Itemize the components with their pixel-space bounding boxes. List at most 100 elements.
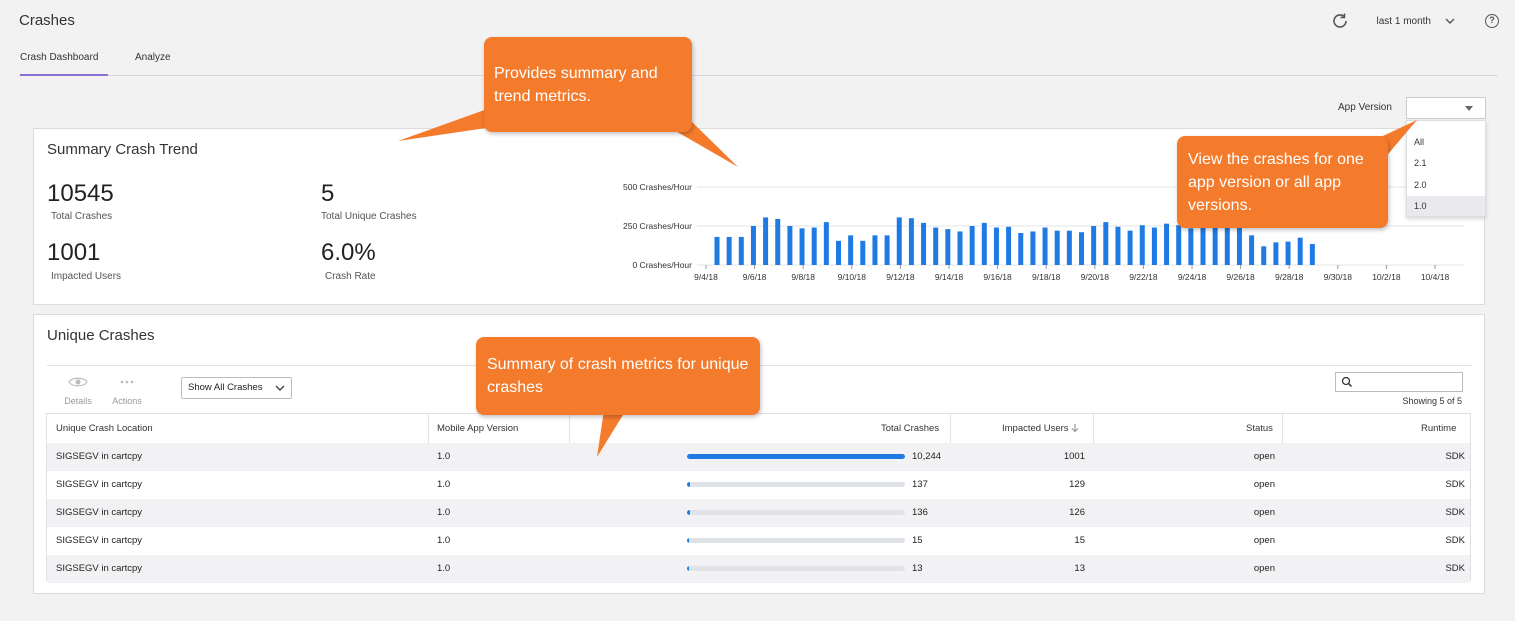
table-row[interactable]: SIGSEGV in cartcpy 1.0 137 129 open SDK (47, 471, 1470, 499)
table-row[interactable]: SIGSEGV in cartcpy 1.0 10,244 1001 open SDK (47, 443, 1470, 471)
unique-crashes-title: Unique Crashes (47, 327, 155, 344)
more-icon (120, 380, 134, 384)
chart-x-tick-label: 9/16/18 (983, 272, 1012, 282)
callout-unique-crashes: Summary of crash metrics for unique cras… (476, 337, 760, 415)
chart-x-tick-label: 9/24/18 (1178, 272, 1207, 282)
chart-x-tick-label: 9/8/18 (791, 272, 815, 282)
chart-bar (1103, 222, 1109, 265)
chart-bar (1042, 227, 1048, 265)
total-crashes-bar (687, 538, 905, 543)
chart-x-tick-label: 9/20/18 (1081, 272, 1110, 282)
chart-bar (872, 235, 878, 265)
cell-version: 1.0 (437, 507, 451, 518)
chart-bar (1297, 237, 1303, 265)
chart-x-tick-label: 9/14/18 (935, 272, 964, 282)
chart-y-tick-label: 500 Crashes/Hour (623, 182, 692, 192)
chart-bar (884, 235, 890, 265)
chart-x-tick-label: 9/18/18 (1032, 272, 1061, 282)
eye-icon (68, 377, 88, 387)
chart-bar (957, 231, 963, 265)
chart-bar (945, 229, 951, 265)
page-title: Crashes (19, 12, 75, 29)
app-version-option-all[interactable]: All (1414, 137, 1425, 147)
search-input[interactable] (1335, 372, 1463, 392)
chart-bar (1309, 243, 1315, 265)
chart-bar (775, 218, 781, 265)
chevron-down-icon (275, 385, 285, 391)
col-header-location[interactable]: Unique Crash Location (56, 423, 153, 434)
caret-down-icon (1465, 106, 1473, 111)
time-range-label: last 1 month (1376, 15, 1431, 27)
chevron-down-icon (1445, 18, 1455, 24)
chart-bar (896, 217, 902, 265)
col-header-version[interactable]: Mobile App Version (437, 423, 519, 434)
chart-bar (799, 228, 805, 265)
chart-x-tick-label: 9/22/18 (1129, 272, 1158, 282)
cell-total-crashes: 15 (912, 535, 923, 546)
chart-bar (726, 236, 732, 265)
summary-title: Summary Crash Trend (47, 141, 198, 158)
col-header-impacted-users[interactable]: Impacted Users (1002, 414, 1079, 443)
cell-location: SIGSEGV in cartcpy (56, 507, 143, 518)
total-crashes-bar-fill (687, 566, 690, 571)
cell-runtime: SDK (1445, 563, 1465, 574)
crash-filter-select[interactable]: Show All Crashes (181, 377, 292, 399)
table-row[interactable]: SIGSEGV in cartcpy 1.0 15 15 open SDK (47, 527, 1470, 555)
cell-runtime: SDK (1445, 535, 1465, 546)
page-header: Crashes last 1 month ? (0, 0, 1515, 110)
app-version-option-2-0[interactable]: 2.0 (1414, 180, 1427, 190)
cell-total-crashes: 137 (912, 479, 928, 490)
col-header-runtime[interactable]: Runtime (1421, 423, 1457, 434)
callout-pointer-unique (597, 410, 626, 457)
cell-impacted-users: 13 (1074, 563, 1085, 574)
column-separator (569, 414, 570, 443)
app-version-select[interactable] (1406, 97, 1486, 119)
chart-x-tick-label: 9/10/18 (838, 272, 867, 282)
chart-bar (787, 226, 793, 265)
chart-bar (1200, 225, 1206, 265)
app-version-option-2-1[interactable]: 2.1 (1414, 158, 1427, 168)
refresh-icon[interactable] (1329, 10, 1351, 32)
impacted-users-label: Impacted Users (51, 271, 122, 282)
cell-impacted-users: 129 (1069, 479, 1085, 490)
cell-version: 1.0 (437, 563, 451, 574)
chart-x-tick-label: 10/2/18 (1372, 272, 1401, 282)
table-row[interactable]: SIGSEGV in cartcpy 1.0 136 126 open SDK (47, 499, 1470, 527)
chart-x-tick-label: 9/28/18 (1275, 272, 1304, 282)
crash-rate-value: 6.0% (321, 239, 376, 266)
cell-total-crashes: 136 (912, 507, 928, 518)
cell-runtime: SDK (1445, 479, 1465, 490)
chart-bar (823, 222, 829, 265)
cell-status: open (1253, 535, 1275, 546)
chart-bar (908, 218, 914, 265)
chart-y-tick-label: 250 Crashes/Hour (623, 221, 692, 231)
chart-bar (921, 222, 927, 265)
chart-bar (1224, 223, 1230, 265)
chart-bar (1054, 230, 1060, 265)
help-icon[interactable]: ? (1485, 14, 1499, 28)
chart-bar (1115, 226, 1121, 265)
chart-bar (1091, 226, 1097, 265)
chart-bar (738, 236, 744, 265)
chart-bar (1139, 225, 1145, 265)
tab-crash-dashboard[interactable]: Crash Dashboard (20, 52, 108, 76)
cell-location: SIGSEGV in cartcpy (56, 479, 143, 490)
table-row[interactable]: SIGSEGV in cartcpy 1.0 13 13 open SDK (47, 555, 1470, 583)
cell-version: 1.0 (437, 451, 451, 462)
col-header-status[interactable]: Status (1246, 423, 1273, 434)
chart-bar (969, 226, 975, 265)
time-range-select[interactable]: last 1 month (1377, 16, 1455, 27)
details-button[interactable]: Details (60, 376, 96, 406)
tab-analyze[interactable]: Analyze (135, 52, 171, 63)
actions-button[interactable]: Actions (109, 376, 145, 406)
col-header-impacted-users-label: Impacted Users (1002, 423, 1069, 434)
search-icon (1341, 376, 1353, 388)
cell-total-crashes: 10,244 (912, 451, 942, 462)
chart-x-tick-label: 9/4/18 (694, 272, 718, 282)
cell-impacted-users: 1001 (1063, 451, 1085, 462)
total-crashes-bar-fill (687, 510, 690, 515)
chart-bar (1261, 246, 1267, 265)
app-version-option-1-0[interactable]: 1.0 (1407, 196, 1485, 216)
chart-bar (1164, 223, 1170, 265)
col-header-total-crashes[interactable]: Total Crashes (881, 423, 940, 434)
